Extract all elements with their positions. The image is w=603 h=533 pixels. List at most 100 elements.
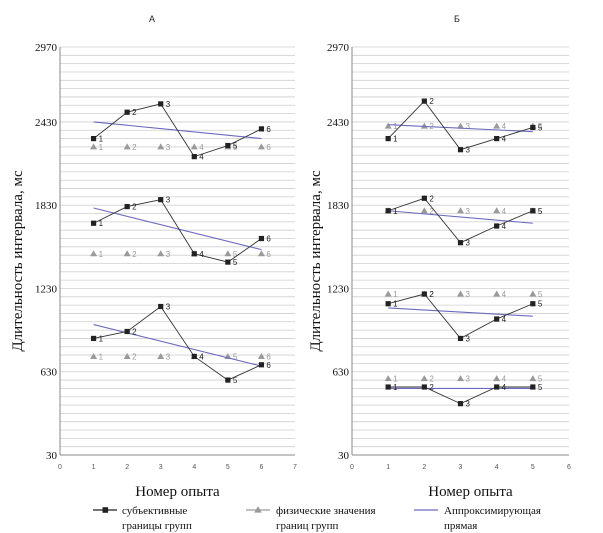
subjective-line (93, 305, 262, 381)
physical-point-label: 4 (502, 375, 507, 384)
subjective-point (457, 147, 464, 153)
physical-point (123, 250, 131, 257)
subjective-point (158, 101, 164, 107)
x-tick-label: 7 (293, 464, 297, 471)
x-tick-label: 6 (259, 464, 263, 471)
subjective-point (530, 384, 536, 390)
y-tick-label: 630 (333, 367, 350, 379)
panel-title: А (149, 14, 155, 24)
x-tick-label: 4 (495, 464, 499, 471)
physical-point-label: 6 (266, 250, 271, 259)
physical-point (457, 122, 464, 129)
subjective-point (124, 328, 130, 335)
subjective-point (457, 401, 464, 407)
y-tick-label: 2970 (35, 42, 58, 54)
subjective-point-label: 3 (466, 400, 471, 409)
physical-point (157, 352, 165, 359)
physical-point-label: 5 (233, 143, 238, 152)
physical-point (493, 375, 501, 382)
subjective-line (93, 103, 262, 158)
x-tick-label: 0 (350, 464, 354, 471)
physical-point-label: 5 (538, 122, 543, 131)
subjective-point-label: 2 (429, 194, 434, 203)
subjective-point (191, 154, 197, 160)
legend-label-line2: границ групп (276, 520, 339, 532)
subjective-point-label: 5 (233, 376, 238, 385)
subjective-point-label: 3 (466, 334, 471, 343)
subjective-point-label: 1 (393, 135, 398, 144)
subjective-point (258, 362, 265, 368)
physical-point-label: 5 (538, 207, 543, 216)
x-axis-label: Номер опыта (428, 484, 513, 500)
physical-point (457, 290, 464, 297)
subjective-point-label: 2 (132, 108, 137, 117)
subjective-point-label: 5 (233, 142, 238, 151)
physical-point (257, 250, 265, 257)
x-tick-label: 2 (422, 464, 426, 471)
x-tick-label: 1 (92, 464, 96, 471)
subjective-point (530, 301, 536, 307)
subjective-line (388, 293, 534, 340)
legend-square-marker (102, 507, 109, 513)
subjective-point (90, 335, 97, 342)
physical-point (384, 375, 392, 382)
subjective-point (191, 353, 197, 360)
subjective-point-label: 4 (502, 383, 507, 392)
subjective-point-label: 5 (538, 207, 543, 216)
physical-point (224, 250, 232, 257)
subjective-point-label: 2 (429, 290, 434, 299)
subjective-point-label: 4 (199, 250, 204, 259)
physical-point (90, 352, 98, 359)
subjective-point (530, 208, 536, 214)
subjective-point (158, 197, 164, 203)
physical-point (90, 250, 98, 257)
subjective-point-label: 5 (538, 300, 543, 309)
physical-point-label: 1 (393, 290, 398, 299)
physical-point (457, 207, 464, 214)
subjective-point-label: 1 (393, 383, 398, 392)
x-tick-label: 3 (159, 464, 163, 471)
y-tick-label: 2430 (327, 117, 350, 129)
x-tick-label: 6 (567, 464, 571, 471)
physical-point-label: 5 (538, 375, 543, 384)
subjective-point (90, 220, 97, 226)
subjective-point (124, 109, 130, 115)
physical-point-label: 5 (233, 250, 238, 259)
subjective-point-label: 2 (429, 383, 434, 392)
physical-point (190, 143, 198, 150)
y-tick-label: 1230 (35, 283, 58, 295)
x-tick-label: 5 (226, 464, 230, 471)
subjective-point-label: 6 (266, 125, 271, 134)
subjective-point-label: 3 (166, 303, 171, 312)
subjective-point-label: 1 (99, 334, 104, 343)
physical-point-label: 4 (199, 352, 204, 361)
y-tick-label: 1830 (327, 200, 350, 212)
subjective-point-label: 1 (99, 219, 104, 228)
subjective-point (421, 195, 427, 201)
physical-point (257, 143, 265, 150)
x-axis-label: Номер опыта (135, 484, 220, 500)
x-tick-label: 2 (125, 464, 129, 471)
subjective-point-label: 2 (132, 327, 137, 336)
physical-point (157, 143, 165, 150)
subjective-point-label: 4 (199, 153, 204, 162)
subjective-point (457, 240, 464, 246)
physical-point (123, 143, 131, 150)
physical-point-label: 3 (166, 143, 171, 152)
physical-point (90, 143, 98, 150)
subjective-point (530, 124, 536, 131)
subjective-point-label: 4 (502, 315, 507, 324)
series-group-4: 1 2 3 4 5 1 2 3 4 5 (384, 375, 543, 409)
fit-line (388, 307, 533, 317)
legend-label-line1: Аппроксимирующая (444, 505, 541, 517)
physical-point-label: 5 (233, 352, 238, 361)
physical-point-label: 4 (502, 207, 507, 216)
physical-point-label: 3 (166, 250, 171, 259)
subjective-point (225, 142, 231, 149)
panel-title: Б (454, 14, 460, 24)
physical-point (420, 375, 428, 382)
subjective-line (93, 199, 262, 263)
